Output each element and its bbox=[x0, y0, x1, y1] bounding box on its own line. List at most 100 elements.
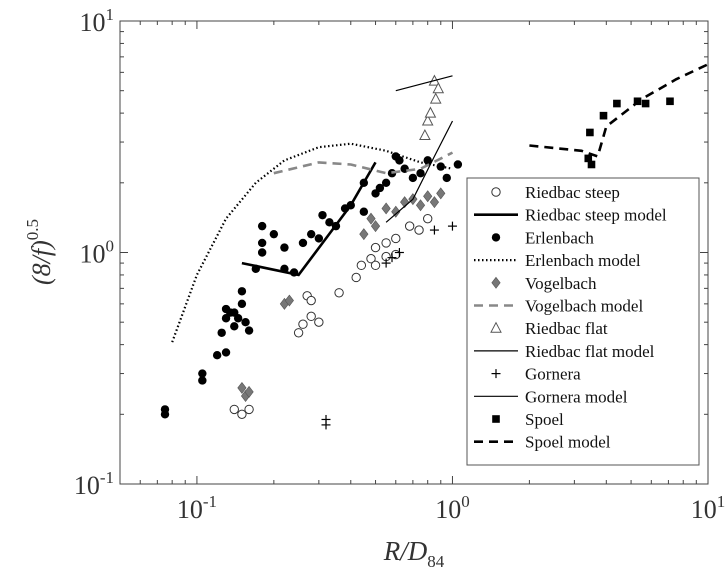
legend-swatch bbox=[492, 415, 500, 423]
data-point bbox=[436, 162, 445, 171]
data-point bbox=[381, 202, 391, 215]
data-point bbox=[244, 385, 254, 398]
data-point bbox=[289, 268, 299, 277]
data-point bbox=[432, 82, 445, 94]
legend-label: Gornera model bbox=[525, 387, 628, 406]
series-line bbox=[171, 142, 453, 343]
data-point bbox=[586, 128, 594, 137]
data-point bbox=[387, 253, 397, 263]
data-point bbox=[280, 243, 289, 252]
data-point bbox=[641, 99, 650, 108]
legend-swatch bbox=[491, 233, 501, 242]
legend-label: Riedbac flat bbox=[525, 319, 608, 338]
series-spoel-model bbox=[529, 63, 709, 159]
data-point bbox=[370, 242, 381, 253]
legend-label: Riedbac steep bbox=[525, 183, 620, 202]
legend-label: Vogelbach bbox=[525, 274, 597, 293]
series-gornera-model bbox=[395, 75, 453, 92]
data-point bbox=[366, 254, 376, 264]
data-point bbox=[408, 173, 418, 183]
data-point bbox=[351, 272, 361, 283]
data-point bbox=[257, 221, 267, 231]
y-tick-label: 10-1 bbox=[74, 468, 114, 500]
data-point bbox=[613, 99, 621, 108]
data-point bbox=[269, 229, 279, 239]
data-point bbox=[251, 264, 261, 274]
legend-label: Riedbac flat model bbox=[525, 342, 655, 361]
data-point bbox=[244, 404, 254, 415]
data-point bbox=[599, 111, 608, 120]
series-gornera bbox=[321, 221, 457, 430]
legend-label: Erlenbach bbox=[525, 228, 594, 247]
data-point bbox=[381, 178, 391, 188]
legend-label: Gornera bbox=[525, 365, 581, 384]
data-point bbox=[229, 404, 239, 415]
data-point bbox=[241, 317, 250, 327]
series-line bbox=[529, 63, 709, 159]
data-point bbox=[375, 183, 385, 193]
legend-entry: Vogelbach bbox=[491, 274, 597, 293]
data-point bbox=[321, 414, 331, 424]
data-point bbox=[429, 196, 440, 209]
legend-swatch bbox=[491, 187, 501, 197]
data-point bbox=[230, 322, 239, 331]
legend-label: Spoel model bbox=[525, 433, 611, 452]
legend-label: Spoel bbox=[525, 410, 564, 429]
legend: Riedbac steep Riedbac steep model Erlenbac… bbox=[466, 177, 700, 466]
data-point bbox=[442, 173, 451, 183]
data-point bbox=[419, 128, 431, 141]
data-point bbox=[257, 248, 267, 257]
y-axis-label: (8/f)0.5 bbox=[23, 219, 56, 285]
data-point bbox=[370, 220, 381, 233]
data-point bbox=[370, 260, 381, 271]
legend-swatch bbox=[491, 276, 501, 289]
data-point bbox=[359, 178, 369, 188]
data-point bbox=[298, 319, 308, 329]
data-point bbox=[237, 299, 247, 309]
series-riedbac-flat-model bbox=[385, 120, 454, 223]
data-point bbox=[666, 97, 674, 106]
data-point bbox=[366, 212, 376, 225]
data-point bbox=[314, 234, 324, 243]
data-point bbox=[217, 328, 226, 337]
y-tick-label: 100 bbox=[80, 237, 115, 269]
series-riedbac-steep bbox=[229, 213, 433, 420]
data-point bbox=[306, 311, 316, 322]
data-point bbox=[160, 405, 170, 414]
data-point bbox=[237, 287, 247, 296]
x-tick-label: 10-1 bbox=[177, 492, 217, 524]
data-point bbox=[280, 264, 289, 274]
tick-labels: 10-1 100 101 10-1 100 101 bbox=[74, 5, 725, 524]
legend-entry: Riedbac flat model bbox=[474, 342, 655, 361]
data-point bbox=[306, 295, 316, 306]
legend-entry: Gornera model bbox=[474, 387, 628, 406]
x-tick-label: 100 bbox=[435, 492, 470, 524]
legend-entry: Gornera bbox=[491, 365, 581, 384]
series-riedbac-steep-model bbox=[241, 161, 377, 277]
data-point bbox=[298, 238, 308, 248]
data-point bbox=[198, 376, 207, 385]
data-point bbox=[306, 229, 316, 239]
x-tick-label: 101 bbox=[691, 492, 726, 524]
legend-entry: Erlenbach bbox=[491, 228, 594, 247]
data-point bbox=[233, 314, 243, 323]
data-point bbox=[391, 152, 400, 161]
data-point bbox=[429, 92, 442, 104]
data-point bbox=[584, 154, 593, 163]
series-erlenbach-model bbox=[171, 142, 453, 343]
legend-box bbox=[466, 177, 700, 466]
data-point bbox=[356, 260, 367, 271]
series-line bbox=[273, 151, 454, 175]
data-point bbox=[334, 288, 344, 298]
data-point bbox=[237, 409, 247, 420]
legend-entry: Spoel bbox=[492, 410, 564, 429]
data-point bbox=[340, 204, 350, 213]
data-point bbox=[447, 221, 457, 231]
data-point bbox=[415, 199, 426, 212]
data-point bbox=[221, 304, 231, 314]
data-series bbox=[160, 63, 709, 430]
data-point bbox=[381, 258, 391, 268]
data-point bbox=[414, 225, 424, 235]
data-point bbox=[325, 218, 334, 227]
legend-label: Riedbac steep model bbox=[525, 206, 667, 225]
